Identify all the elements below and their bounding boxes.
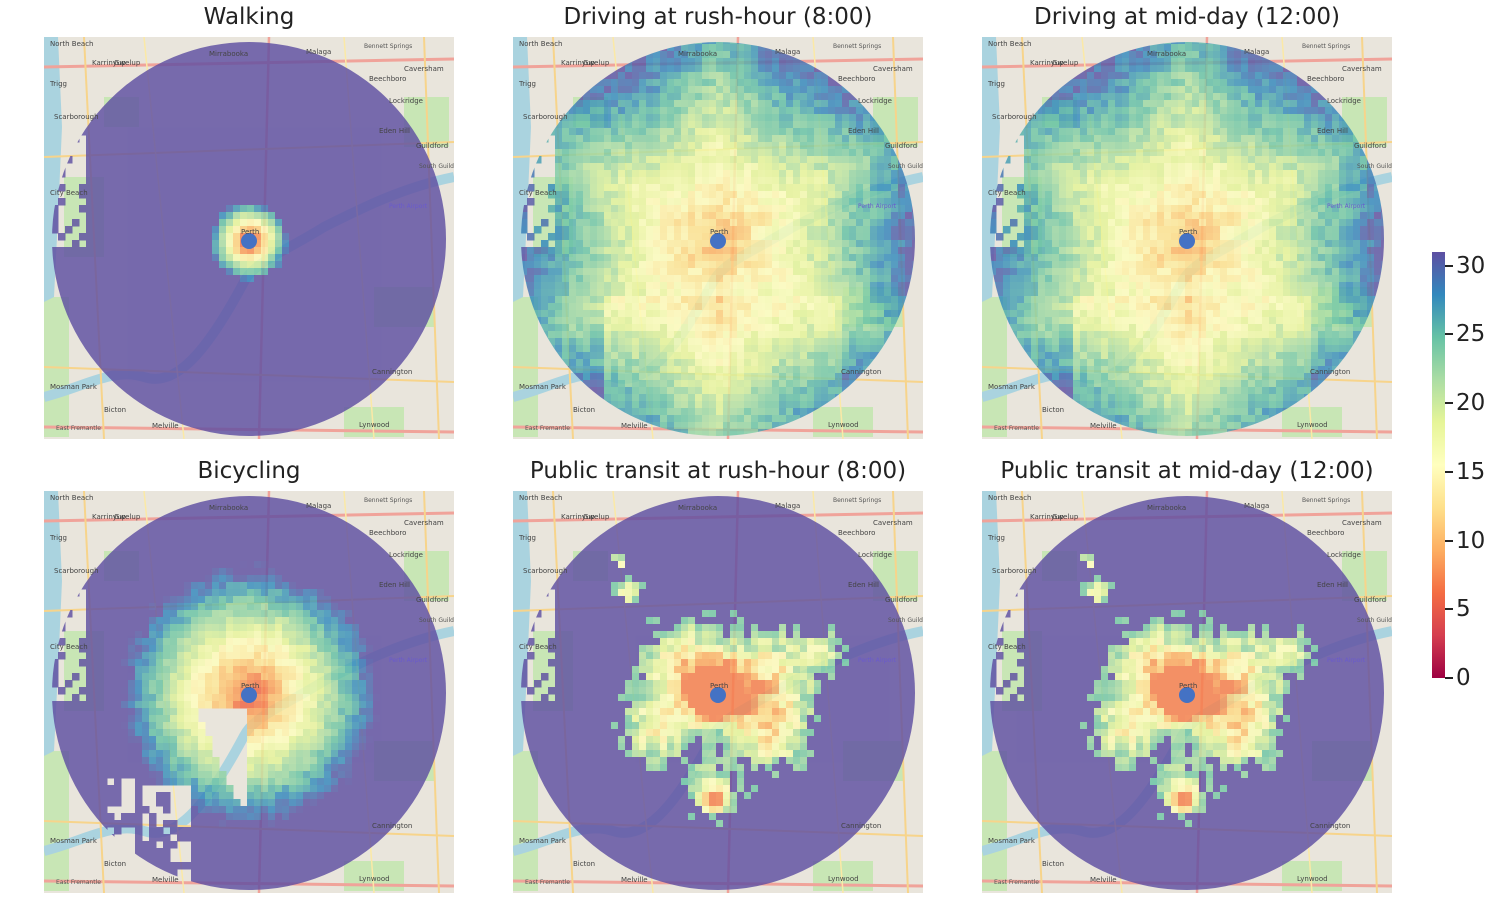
colorbar-tick-label: 15 (1456, 458, 1486, 485)
travel-time-map[interactable]: North Beach Karrinyup Gwelup Mirrabooka Mala… (982, 37, 1392, 439)
origin-marker (710, 233, 726, 249)
colorbar-tick-label: 0 (1456, 665, 1471, 691)
colorbar-tick (1445, 608, 1453, 611)
travel-time-overlay (990, 42, 1384, 436)
panel-title: Bicycling (197, 458, 301, 484)
travel-time-map[interactable]: North Beach Karrinyup Gwelup Mirrabooka Mala… (44, 37, 454, 439)
origin-marker (241, 233, 257, 249)
travel-time-overlay (990, 496, 1384, 890)
origin-marker (710, 687, 726, 703)
panel-title: Driving at mid-day (12:00) (1033, 4, 1340, 30)
colorbar-tick (1445, 539, 1453, 542)
colorbar-tick (1445, 264, 1453, 267)
panel-title: Public transit at rush-hour (8:00) (529, 458, 907, 484)
panel-title: Public transit at mid-day (12:00) (1000, 458, 1374, 484)
panel-title: Walking (203, 4, 295, 30)
origin-marker (1179, 233, 1195, 249)
colorbar-tick-label: 20 (1456, 390, 1486, 417)
colorbar-tick-label: 25 (1456, 321, 1486, 348)
colorbar-tick (1445, 470, 1453, 473)
travel-time-overlay (521, 42, 915, 436)
travel-time-map[interactable]: North Beach Karrinyup Gwelup Mirrabooka Mala… (513, 37, 923, 439)
colorbar-tick (1445, 677, 1453, 679)
colorbar-tick-label: 10 (1456, 527, 1486, 554)
travel-time-map[interactable]: North Beach Karrinyup Gwelup Mirrabooka Mala… (982, 491, 1392, 893)
travel-time-map[interactable]: North Beach Karrinyup Gwelup Mirrabooka Mala… (513, 491, 923, 893)
panel-title: Driving at rush-hour (8:00) (563, 4, 873, 30)
origin-marker (241, 687, 257, 703)
colorbar (1432, 252, 1445, 678)
colorbar-tick (1445, 333, 1453, 336)
travel-time-overlay (521, 496, 915, 890)
origin-marker (1179, 687, 1195, 703)
colorbar-tick-label: 5 (1456, 596, 1471, 623)
colorbar-tick-label: 30 (1456, 252, 1486, 279)
colorbar-tick (1445, 402, 1453, 405)
travel-time-map[interactable]: North Beach Karrinyup Gwelup Mirrabooka Mala… (44, 491, 454, 893)
travel-time-overlay (52, 42, 446, 436)
